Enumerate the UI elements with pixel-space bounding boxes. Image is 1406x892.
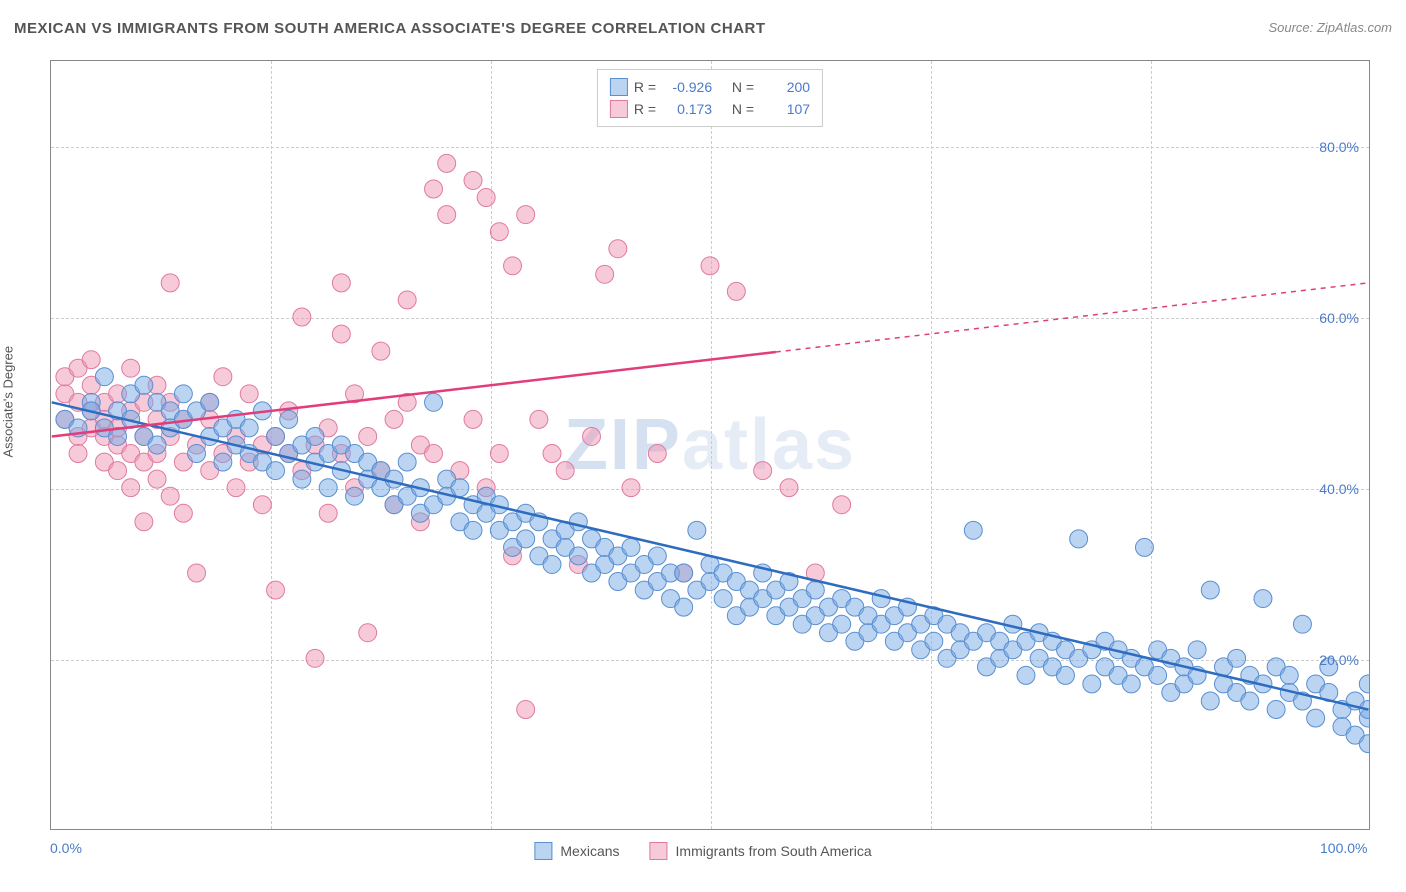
legend-item-sa: Immigrants from South America: [650, 842, 872, 860]
scatter-plot-svg: [51, 61, 1369, 829]
legend-label-sa: Immigrants from South America: [676, 843, 872, 859]
source-label: Source: ZipAtlas.com: [1268, 20, 1392, 35]
chart-container: MEXICAN VS IMMIGRANTS FROM SOUTH AMERICA…: [0, 0, 1406, 892]
legend-label-mexicans: Mexicans: [560, 843, 619, 859]
y-axis-label: Associate's Degree: [1, 346, 16, 458]
y-tick-label: 60.0%: [1319, 310, 1359, 326]
y-tick-label: 80.0%: [1319, 139, 1359, 155]
bottom-legend: Mexicans Immigrants from South America: [534, 842, 871, 860]
y-tick-label: 40.0%: [1319, 481, 1359, 497]
legend-stats-row: R = -0.926 N = 200: [610, 76, 810, 98]
chart-title: MEXICAN VS IMMIGRANTS FROM SOUTH AMERICA…: [14, 20, 766, 37]
legend-stats-row: R = 0.173 N = 107: [610, 98, 810, 120]
swatch-sa: [650, 842, 668, 860]
legend-stats-box: R = -0.926 N = 200 R = 0.173 N = 107: [597, 69, 823, 127]
x-tick-label: 0.0%: [50, 840, 82, 856]
plot-area: ZIPatlas R = -0.926 N = 200 R = 0.173 N …: [50, 60, 1370, 830]
y-tick-label: 20.0%: [1319, 652, 1359, 668]
swatch-mexicans: [534, 842, 552, 860]
legend-item-mexicans: Mexicans: [534, 842, 619, 860]
x-tick-label: 100.0%: [1320, 840, 1367, 856]
